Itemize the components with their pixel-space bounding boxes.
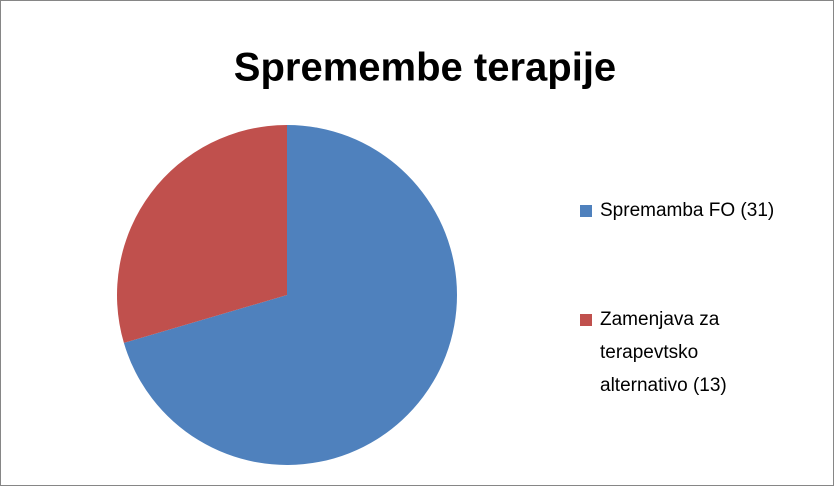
pie-slice	[116, 125, 287, 343]
legend-swatch	[580, 314, 592, 326]
legend-label: Spremamba FO (31)	[600, 200, 774, 221]
pie-slice	[123, 125, 457, 465]
legend-label: Zamenjava za terapevtsko alternativo (13)	[600, 309, 727, 396]
legend-swatch	[580, 205, 592, 217]
chart-title: Spremembe terapije	[234, 46, 616, 90]
